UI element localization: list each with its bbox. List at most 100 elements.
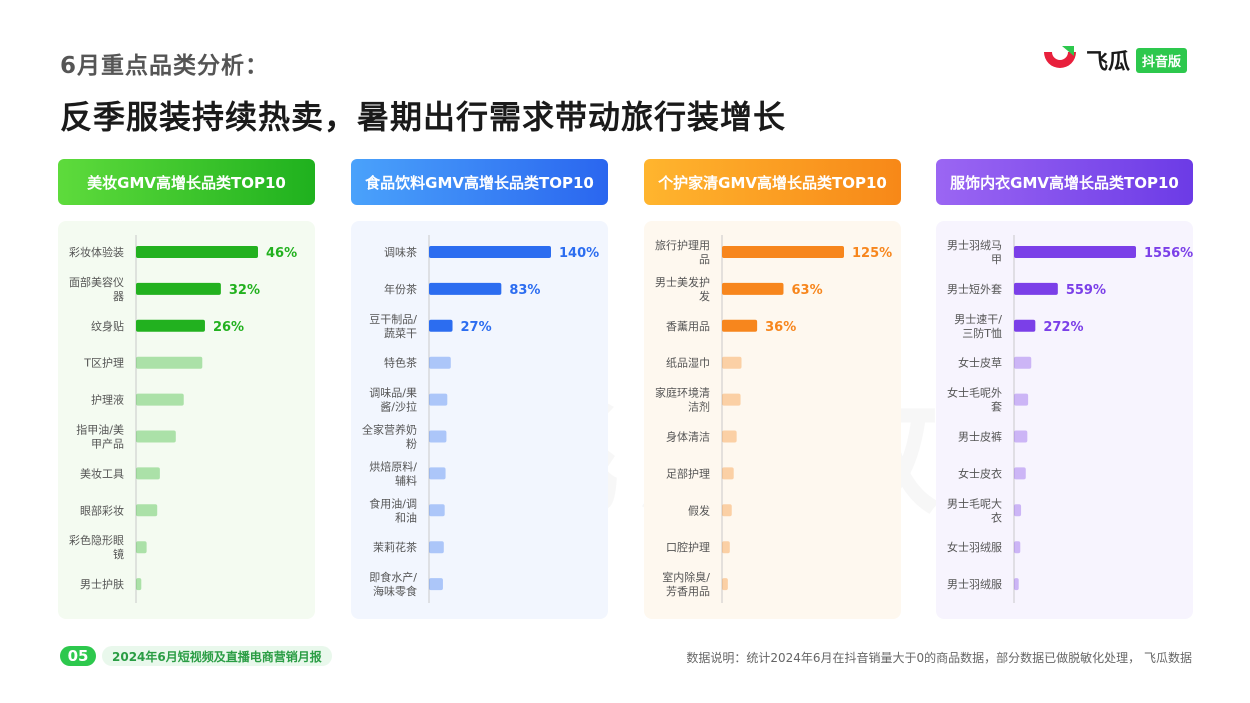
category-label: 眼部彩妆 [80,503,124,517]
category-label: 特色茶 [384,356,417,370]
food-bar-chart: 调味茶 140% 年份茶 83% 豆干制品/蔬菜干 27% 特色茶调味品/果酱/沙拉全家营养… [362,235,599,603]
feigua-logo-icon [1044,46,1076,68]
bar [429,356,451,369]
beauty-panel: 美妆GMV高增长品类TOP10 彩妆体验装 46% 面部美容仪器 32% 纹身贴 26% T… [58,159,315,619]
category-label: 身体清洁 [666,430,710,444]
category-label: 足部护理 [666,466,710,480]
data-label: 27% [461,320,492,335]
category-label: T区护理 [83,356,124,370]
logo-badge: 抖音版 [1136,47,1188,73]
beauty-bar-chart: 彩妆体验装 46% 面部美容仪器 32% 纹身贴 26% T区护理护理液指甲油/美甲产品美妆… [69,235,297,603]
data-note: 数据说明：统计2024年6月在抖音销量大于0的商品数据，部分数据已做脱敏化处理，… [686,651,1192,665]
bar [429,246,551,258]
category-label: 茉莉花茶 [373,540,417,554]
care-bar-chart: 旅行护理用品 125% 男士美发护发 63% 香薰用品 36% 纸品湿巾家庭环境清洁剂身体清… [655,235,892,603]
page-number: 05 [60,646,96,666]
bar [722,578,728,591]
bar [136,356,203,369]
data-label: 63% [791,283,822,298]
category-label: 女士羽绒服 [947,540,1002,554]
bar [1014,319,1036,332]
bar [136,246,258,258]
bar [429,578,443,591]
page-subtitle: 6月重点品类分析： [60,53,270,79]
category-label: 女士皮草 [958,356,1002,370]
apparel-panel-title: 服饰内衣GMV高增长品类TOP10 [936,159,1193,205]
bar [1014,430,1028,443]
bar [722,393,741,406]
apparel-chart-area: 男士羽绒马甲 1556% 男士短外套 559% 男士速干/三防T恤 272% 女士皮草 女士毛… [936,221,1193,619]
category-label: 指甲油/美甲产品 [76,423,124,451]
bar [136,467,160,480]
bar [1014,393,1029,406]
bar [1014,467,1026,480]
bar [1014,541,1021,554]
feigua-logo: 飞瓜 抖音版 [1040,44,1188,76]
data-label: 140% [559,246,599,261]
bar [722,319,758,332]
category-label: 烘焙原料/辅料 [369,459,417,487]
category-label: 家庭环境清洁剂 [655,386,710,414]
category-label: 面部美容仪器 [69,275,124,303]
bar [1014,504,1022,517]
data-label: 272% [1043,320,1083,335]
bar [429,430,447,443]
care-chart-area: 旅行护理用品 125% 男士美发护发 63% 香薰用品 36% 纸品湿巾家庭环境清洁剂身体清… [644,221,901,619]
bar [1014,578,1019,591]
data-label: 559% [1066,283,1106,298]
category-label: 调味品/果酱/沙拉 [369,387,417,414]
category-label: 男士毛呢大衣 [947,496,1002,524]
beauty-panel-title: 美妆GMV高增长品类TOP10 [58,159,315,205]
category-label: 男士羽绒马甲 [947,239,1002,266]
bar [136,393,184,406]
category-label: 即食水产/海味零食 [369,570,417,598]
bar [1014,246,1136,258]
category-label: 口腔护理 [666,540,710,554]
data-label: 26% [213,320,244,335]
bar [136,504,158,517]
category-label: 彩妆体验装 [69,245,124,259]
bar [429,393,448,406]
category-label: 纹身贴 [91,319,124,333]
bar [722,541,730,554]
category-label: 假发 [688,503,710,517]
bar [722,356,742,369]
bar [429,504,445,517]
category-label: 纸品湿巾 [666,356,710,370]
data-label: 36% [765,320,796,335]
bar [722,282,784,295]
category-label: 室内除臭/芳香用品 [662,570,710,598]
category-label: 男士羽绒服 [947,578,1002,591]
category-label: 年份茶 [384,282,417,296]
bar [722,504,732,517]
bar [722,246,844,258]
food-chart-area: 调味茶 140% 年份茶 83% 豆干制品/蔬菜干 27% 特色茶 调味品/果酱/沙拉 全家营养… [351,221,608,619]
category-label: 美妆工具 [80,467,124,480]
bar [722,467,734,480]
data-label: 83% [509,283,540,298]
category-label: 男士美发护发 [655,275,710,303]
food-panel-title: 食品饮料GMV高增长品类TOP10 [351,159,608,205]
apparel-panel: 服饰内衣GMV高增长品类TOP10 男士羽绒马甲 1556% 男士短外套 559% 男士… [936,159,1193,619]
category-label: 彩色隐形眼镜 [69,533,124,561]
category-label: 男士速干/三防T恤 [954,313,1002,340]
apparel-bar-chart: 男士羽绒马甲 1556% 男士短外套 559% 男士速干/三防T恤 272% 女士皮草女士毛… [947,235,1193,603]
bar [429,541,444,554]
category-label: 全家营养奶粉 [362,423,417,451]
category-label: 旅行护理用品 [655,238,710,266]
category-label: 女士毛呢外套 [947,386,1002,414]
bar [136,578,142,591]
category-label: 男士皮裤 [958,430,1002,444]
bar [722,430,737,443]
logo-text: 飞瓜 [1086,50,1131,75]
category-label: 香薰用品 [666,319,710,333]
data-label: 125% [852,246,892,261]
category-label: 食用油/调和油 [369,496,417,524]
data-label: 46% [266,246,297,261]
category-label: 女士皮衣 [958,466,1002,480]
bar [136,541,147,554]
bar [429,282,502,295]
category-label: 豆干制品/蔬菜干 [369,313,417,340]
category-label: 男士护肤 [80,577,124,591]
food-panel: 食品饮料GMV高增长品类TOP10 调味茶 140% 年份茶 83% 豆干制品/蔬菜干 2… [351,159,608,619]
